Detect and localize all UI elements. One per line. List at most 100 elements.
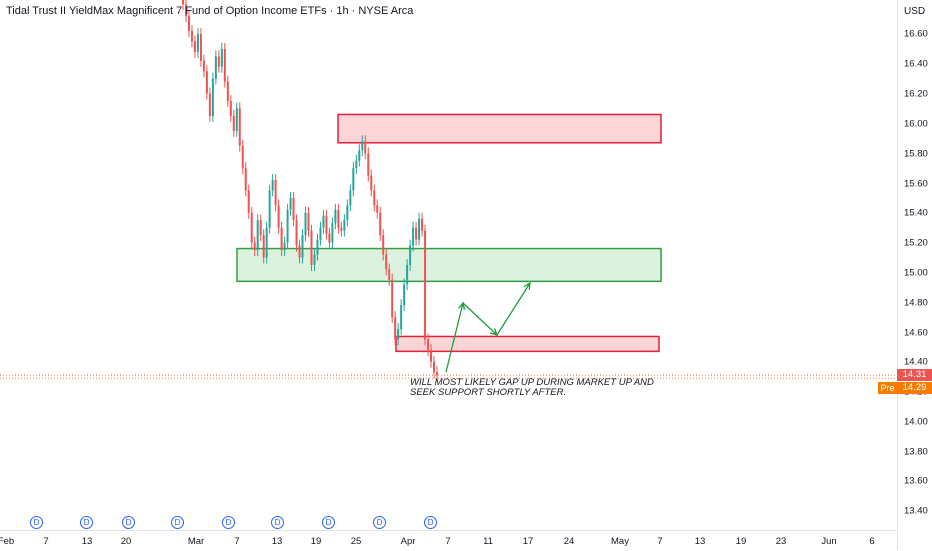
- price-axis[interactable]: [897, 0, 932, 550]
- dividend-marker-icon[interactable]: D: [373, 516, 386, 529]
- dividend-marker-icon[interactable]: D: [171, 516, 184, 529]
- time-tick: 7: [445, 536, 451, 547]
- projection-arrow-segment: [462, 302, 498, 336]
- candle-body: [322, 215, 325, 228]
- candle-body: [205, 71, 208, 94]
- price-chart[interactable]: [0, 0, 897, 530]
- current-price-label: 14.31: [897, 369, 932, 381]
- candle-body: [244, 168, 247, 191]
- dividend-marker-icon[interactable]: D: [30, 516, 43, 529]
- price-tick: 16.20: [904, 88, 928, 100]
- candle-body: [259, 220, 262, 236]
- time-tick: 25: [350, 536, 362, 547]
- candle-body: [331, 223, 334, 243]
- price-tick: 13.60: [904, 475, 928, 487]
- symbol-title: Tidal Trust II YieldMax Magnificent 7 Fu…: [6, 5, 414, 17]
- time-axis[interactable]: [0, 530, 897, 551]
- candle-body: [361, 141, 364, 151]
- time-tick: Jun: [821, 536, 837, 547]
- time-tick: Feb: [0, 536, 15, 547]
- candle-body: [274, 180, 277, 206]
- candle-body: [430, 349, 433, 362]
- price-tick: 14.60: [904, 327, 928, 339]
- candle-body: [265, 227, 268, 258]
- support-zone-middle: [236, 247, 662, 283]
- time-tick: 13: [271, 536, 283, 547]
- candle-body: [220, 48, 223, 67]
- candle-body: [226, 81, 229, 102]
- candle-body: [214, 56, 217, 79]
- dividend-marker-icon[interactable]: D: [322, 516, 335, 529]
- candle-body: [232, 115, 235, 131]
- candle-body: [424, 230, 427, 340]
- candle-body: [268, 190, 271, 228]
- candle-body: [373, 190, 376, 206]
- dividend-marker-icon[interactable]: D: [122, 516, 135, 529]
- candle-body: [370, 175, 373, 191]
- dividend-marker-icon[interactable]: D: [424, 516, 437, 529]
- trade-annotation: WILL MOST LIKELY GAP UP DURING MARKET UP…: [410, 377, 654, 398]
- candle-body: [421, 218, 424, 231]
- candle-body: [394, 317, 397, 340]
- price-tick: 14.80: [904, 297, 928, 309]
- time-tick: 17: [522, 536, 534, 547]
- price-tick: 15.00: [904, 267, 928, 279]
- candle-body: [382, 235, 385, 255]
- candle-body: [406, 264, 409, 285]
- candle-body: [325, 215, 328, 234]
- candle-body: [346, 205, 349, 221]
- time-tick: 13: [694, 536, 706, 547]
- candle-body: [364, 141, 367, 154]
- dividend-marker-icon[interactable]: D: [80, 516, 93, 529]
- candle-body: [355, 160, 358, 169]
- candle-body: [241, 145, 244, 169]
- dividend-marker-icon[interactable]: D: [271, 516, 284, 529]
- candle-body: [340, 227, 343, 231]
- candle-body: [229, 101, 232, 116]
- candle-body: [292, 197, 295, 221]
- candle-body: [334, 209, 337, 224]
- candle-body: [385, 254, 388, 270]
- projection-arrowhead: [523, 281, 531, 291]
- candle-body: [289, 197, 292, 210]
- time-tick: 7: [234, 536, 240, 547]
- time-tick: May: [611, 536, 629, 547]
- candle-body: [190, 31, 193, 42]
- dividend-marker-icon[interactable]: D: [222, 516, 235, 529]
- time-tick: 19: [310, 536, 322, 547]
- candle-body: [316, 239, 319, 255]
- candle-body: [343, 220, 346, 231]
- candle-body: [223, 48, 226, 82]
- price-tick: 13.40: [904, 505, 928, 517]
- candle-body: [256, 220, 259, 251]
- candle-body: [388, 269, 391, 280]
- candle-body: [271, 180, 274, 191]
- candle-body: [250, 212, 253, 243]
- candle-body: [247, 190, 250, 213]
- price-tick: 15.20: [904, 237, 928, 249]
- candle-body: [211, 78, 214, 116]
- candle-body: [376, 205, 379, 213]
- candle-body: [304, 212, 307, 236]
- candle-body: [262, 235, 265, 258]
- candle-body: [379, 212, 382, 236]
- candle-body: [427, 339, 430, 350]
- candle-body: [277, 205, 280, 228]
- candle-body: [400, 305, 403, 330]
- candle-body: [433, 361, 436, 373]
- chart-area[interactable]: [0, 0, 897, 530]
- projection-arrow-segment: [496, 282, 531, 336]
- candle-body: [286, 209, 289, 243]
- candle-body: [202, 60, 205, 72]
- candle-body: [301, 235, 304, 258]
- candle-body: [358, 150, 361, 161]
- currency-label: USD: [904, 6, 926, 17]
- time-tick: 13: [81, 536, 93, 547]
- time-tick: 11: [483, 536, 493, 547]
- candle-body: [283, 242, 286, 251]
- support-zone-lower: [395, 335, 660, 353]
- time-tick: 23: [775, 536, 787, 547]
- candle-body: [184, 4, 187, 17]
- candle-body: [310, 230, 313, 265]
- projection-arrow-segment: [445, 302, 464, 373]
